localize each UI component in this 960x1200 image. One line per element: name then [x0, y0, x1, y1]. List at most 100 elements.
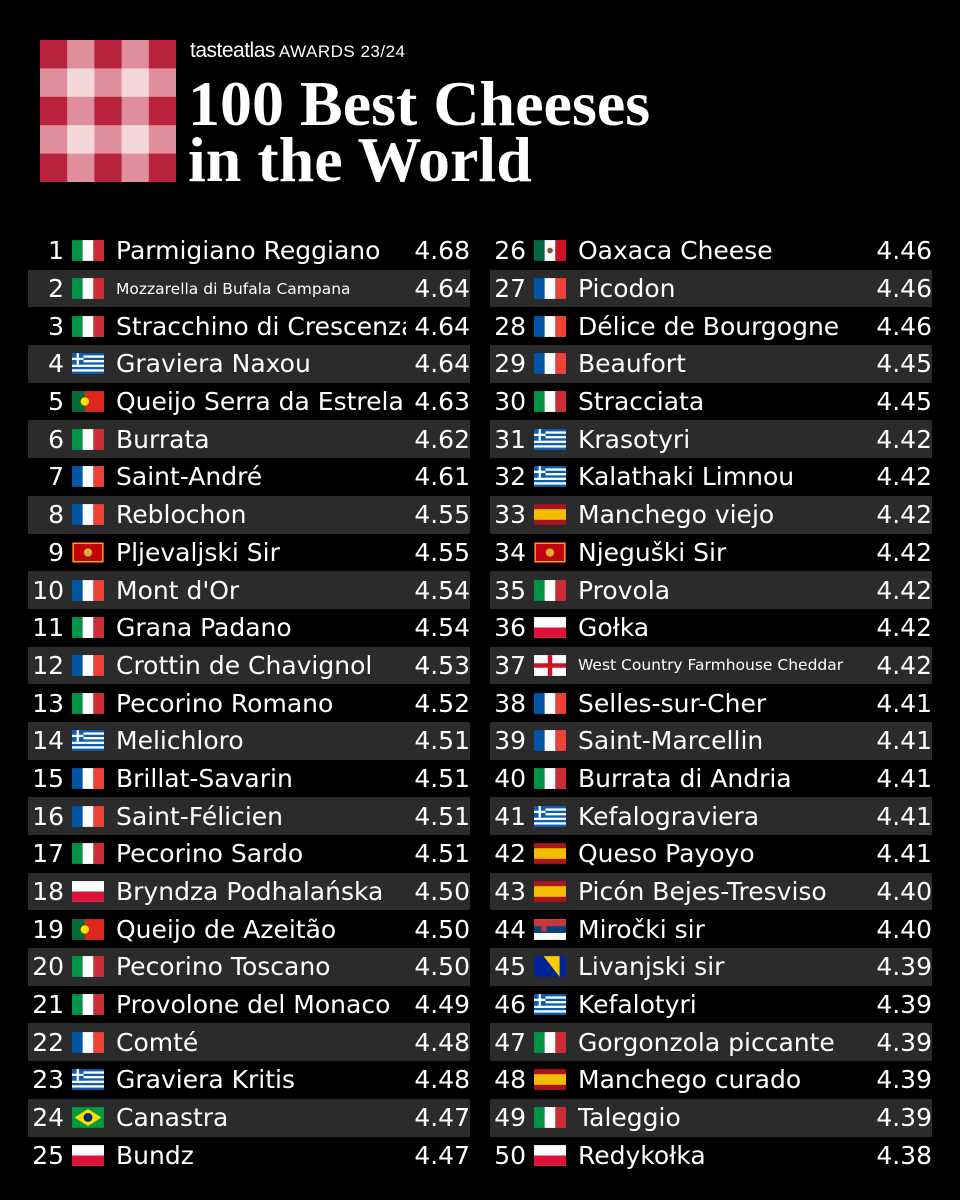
row: 32 Kalathaki Limnou 4.42 — [490, 458, 932, 496]
cheese-name: Gołka — [578, 613, 650, 643]
row: 29 Beaufort 4.45 — [490, 345, 932, 383]
row: 6 Burrata 4.62 — [28, 420, 470, 459]
rating: 4.47 — [414, 1103, 470, 1133]
rank: 42 — [494, 839, 526, 869]
rating: 4.50 — [414, 877, 470, 907]
row: 23 Graviera Kritis 4.48 — [28, 1061, 470, 1099]
rating: 4.41 — [876, 688, 932, 718]
rating: 4.64 — [414, 311, 470, 341]
title: in the World — [188, 124, 532, 195]
flag — [72, 278, 104, 299]
rating: 4.39 — [876, 1065, 932, 1095]
row: 18 Bryndza Podhalańska 4.50 — [28, 872, 470, 911]
row: 22 Comté 4.48 — [28, 1023, 470, 1062]
rating: 4.51 — [414, 801, 470, 831]
flag — [534, 655, 566, 676]
rank: 7 — [48, 462, 64, 492]
row: 31 Krasotyri 4.42 — [490, 420, 932, 459]
flag — [534, 315, 566, 337]
rank: 29 — [494, 349, 526, 379]
column: 26 Oaxaca Cheese 4.46 27 Picodon 4.46 28 Délice… — [490, 232, 932, 1174]
row: 46 Kefalotyri 4.39 — [490, 986, 932, 1024]
rank: 6 — [48, 424, 64, 454]
cheese-name: Gorgonzola piccante — [578, 1027, 835, 1057]
rating: 4.64 — [414, 349, 470, 379]
rank: 48 — [494, 1065, 526, 1095]
rank: 31 — [494, 424, 526, 454]
row: 25 Bundz 4.47 — [28, 1137, 470, 1175]
rating: 4.61 — [414, 462, 470, 492]
row: 45 Livanjski sir 4.39 — [490, 948, 932, 986]
rank: 33 — [494, 500, 526, 530]
flag — [534, 1069, 566, 1091]
rating: 4.39 — [876, 1103, 932, 1133]
row: 38 Selles-sur-Cher 4.41 — [490, 684, 932, 722]
rating: 4.42 — [876, 424, 932, 454]
flag — [534, 994, 566, 1015]
cheese-name: Crottin de Chavignol — [116, 650, 373, 680]
rating: 4.40 — [876, 914, 932, 944]
logo — [40, 40, 176, 182]
cheese-name: West Country Farmhouse Cheddar — [578, 656, 844, 675]
cheese-name: Provolone del Monaco — [116, 990, 391, 1020]
row: 35 Provola 4.42 — [490, 571, 932, 609]
row: 4 Graviera Naxou 4.64 — [28, 345, 470, 383]
flag — [534, 881, 566, 902]
brand-line: tasteatlas AWARDS 23/24 — [190, 38, 406, 63]
row: 39 Saint-Marcellin 4.41 — [490, 721, 932, 760]
flag — [534, 278, 566, 299]
flag — [72, 617, 104, 639]
rating: 4.46 — [876, 311, 932, 341]
rating: 4.39 — [876, 1027, 932, 1057]
cheese-name: Pecorino Toscano — [116, 952, 331, 982]
rank: 40 — [494, 763, 526, 793]
flag — [72, 466, 104, 488]
cheese-name: Picón Bejes-Tresviso — [578, 877, 827, 907]
row: 37 West Country Farmhouse Cheddar 4.42 — [490, 646, 932, 685]
cheese-name: Canastra — [116, 1103, 229, 1133]
rank: 11 — [32, 613, 64, 643]
rank: 38 — [494, 688, 526, 718]
cheese-name: Stracciata — [578, 387, 705, 417]
row: 19 Queijo de Azeitão 4.50 — [28, 910, 470, 948]
cheese-name: Saint-Félicien — [116, 801, 284, 831]
flag — [534, 956, 566, 978]
row: 13 Pecorino Romano 4.52 — [28, 684, 470, 722]
rating: 4.51 — [414, 726, 470, 756]
row: 40 Burrata di Andria 4.41 — [490, 760, 932, 798]
row: 24 Canastra 4.47 — [28, 1098, 470, 1137]
rating: 4.47 — [414, 1140, 470, 1170]
flag — [534, 1144, 566, 1166]
rating: 4.49 — [414, 990, 470, 1020]
row: 15 Brillat-Savarin 4.51 — [28, 760, 470, 798]
flag — [72, 768, 104, 789]
row: 36 Gołka 4.42 — [490, 609, 932, 647]
awards: AWARDS 23/24 — [278, 42, 406, 61]
rank: 44 — [494, 914, 526, 944]
rank: 18 — [32, 877, 64, 907]
row: 47 Gorgonzola piccante 4.39 — [490, 1023, 932, 1062]
row: 5 Queijo Serra da Estrela 4.63 — [28, 383, 470, 421]
row: 11 Grana Padano 4.54 — [28, 609, 470, 647]
rating: 4.45 — [876, 349, 932, 379]
cheese-name: Provola — [578, 575, 671, 605]
rank: 43 — [494, 877, 526, 907]
rating: 4.42 — [876, 537, 932, 567]
flag — [72, 692, 104, 714]
cheese-name: Selles-sur-Cher — [578, 688, 767, 718]
rating: 4.42 — [876, 500, 932, 530]
cheese-name: Bundz — [116, 1140, 194, 1170]
rank: 49 — [494, 1103, 526, 1133]
flag — [72, 956, 104, 978]
rating: 4.41 — [876, 726, 932, 756]
row: 7 Saint-André 4.61 — [28, 458, 470, 496]
rating: 4.42 — [876, 613, 932, 643]
flag — [72, 843, 104, 865]
flag — [72, 541, 104, 563]
cheese-name: Manchego viejo — [578, 500, 775, 530]
rank: 12 — [32, 650, 64, 680]
rank: 35 — [494, 575, 526, 605]
row: 41 Kefalograviera 4.41 — [490, 797, 932, 835]
flag — [72, 918, 104, 940]
